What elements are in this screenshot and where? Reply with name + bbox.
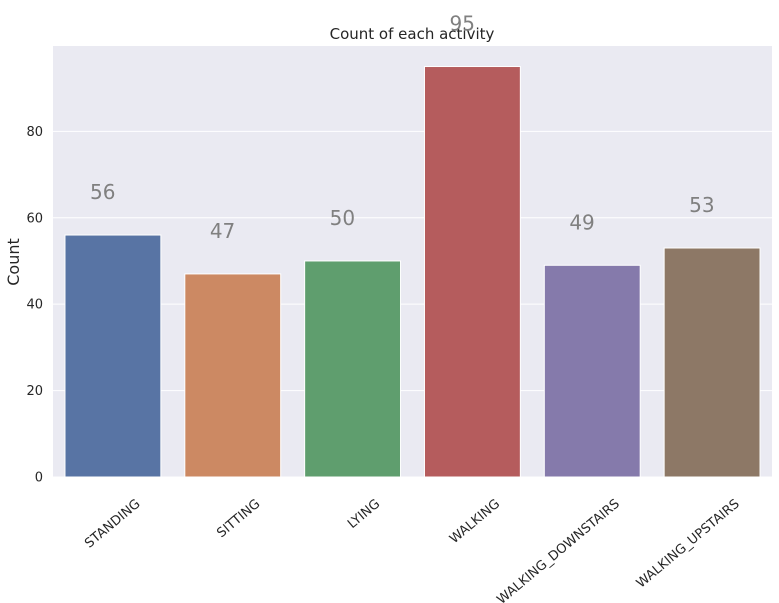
x-tick-label: SITTING bbox=[214, 497, 263, 542]
bar-lying bbox=[304, 260, 402, 478]
bar-walking bbox=[423, 66, 521, 478]
bar-standing bbox=[64, 234, 162, 478]
x-tick-label: WALKING_DOWNSTAIRS bbox=[494, 497, 622, 603]
y-axis-ticks: 0 20 40 60 80 bbox=[26, 125, 43, 486]
data-label: 47 bbox=[210, 219, 235, 243]
y-tick-label: 20 bbox=[26, 384, 43, 399]
y-tick-label: 40 bbox=[26, 298, 43, 313]
bar-walking-upstairs bbox=[663, 247, 761, 478]
bar-sitting bbox=[184, 273, 282, 478]
data-label: 95 bbox=[449, 12, 474, 36]
y-axis-label: Count bbox=[4, 238, 23, 286]
gridlines bbox=[53, 130, 772, 478]
y-tick-label: 60 bbox=[26, 211, 43, 226]
data-label: 50 bbox=[330, 206, 355, 230]
plot-area bbox=[53, 46, 772, 477]
y-tick-label: 80 bbox=[26, 125, 43, 140]
x-tick-label: STANDING bbox=[82, 497, 143, 552]
x-tick-label: LYING bbox=[345, 497, 383, 532]
x-tick-label: WALKING_UPSTAIRS bbox=[634, 497, 743, 592]
x-axis-ticks: STANDING SITTING LYING WALKINGWALKING_DOWNS… bbox=[82, 497, 742, 603]
chart-title: Count of each activity bbox=[330, 25, 495, 43]
data-label: 56 bbox=[90, 180, 115, 204]
x-tick-label: WALKING bbox=[447, 497, 503, 547]
y-tick-label: 0 bbox=[35, 471, 43, 486]
bars-group bbox=[64, 66, 761, 478]
data-label: 49 bbox=[569, 210, 594, 234]
data-labels: 56 47 50 95 49 53 bbox=[90, 12, 715, 243]
data-label: 53 bbox=[689, 193, 714, 217]
bar-walking-downstairs bbox=[543, 264, 641, 478]
